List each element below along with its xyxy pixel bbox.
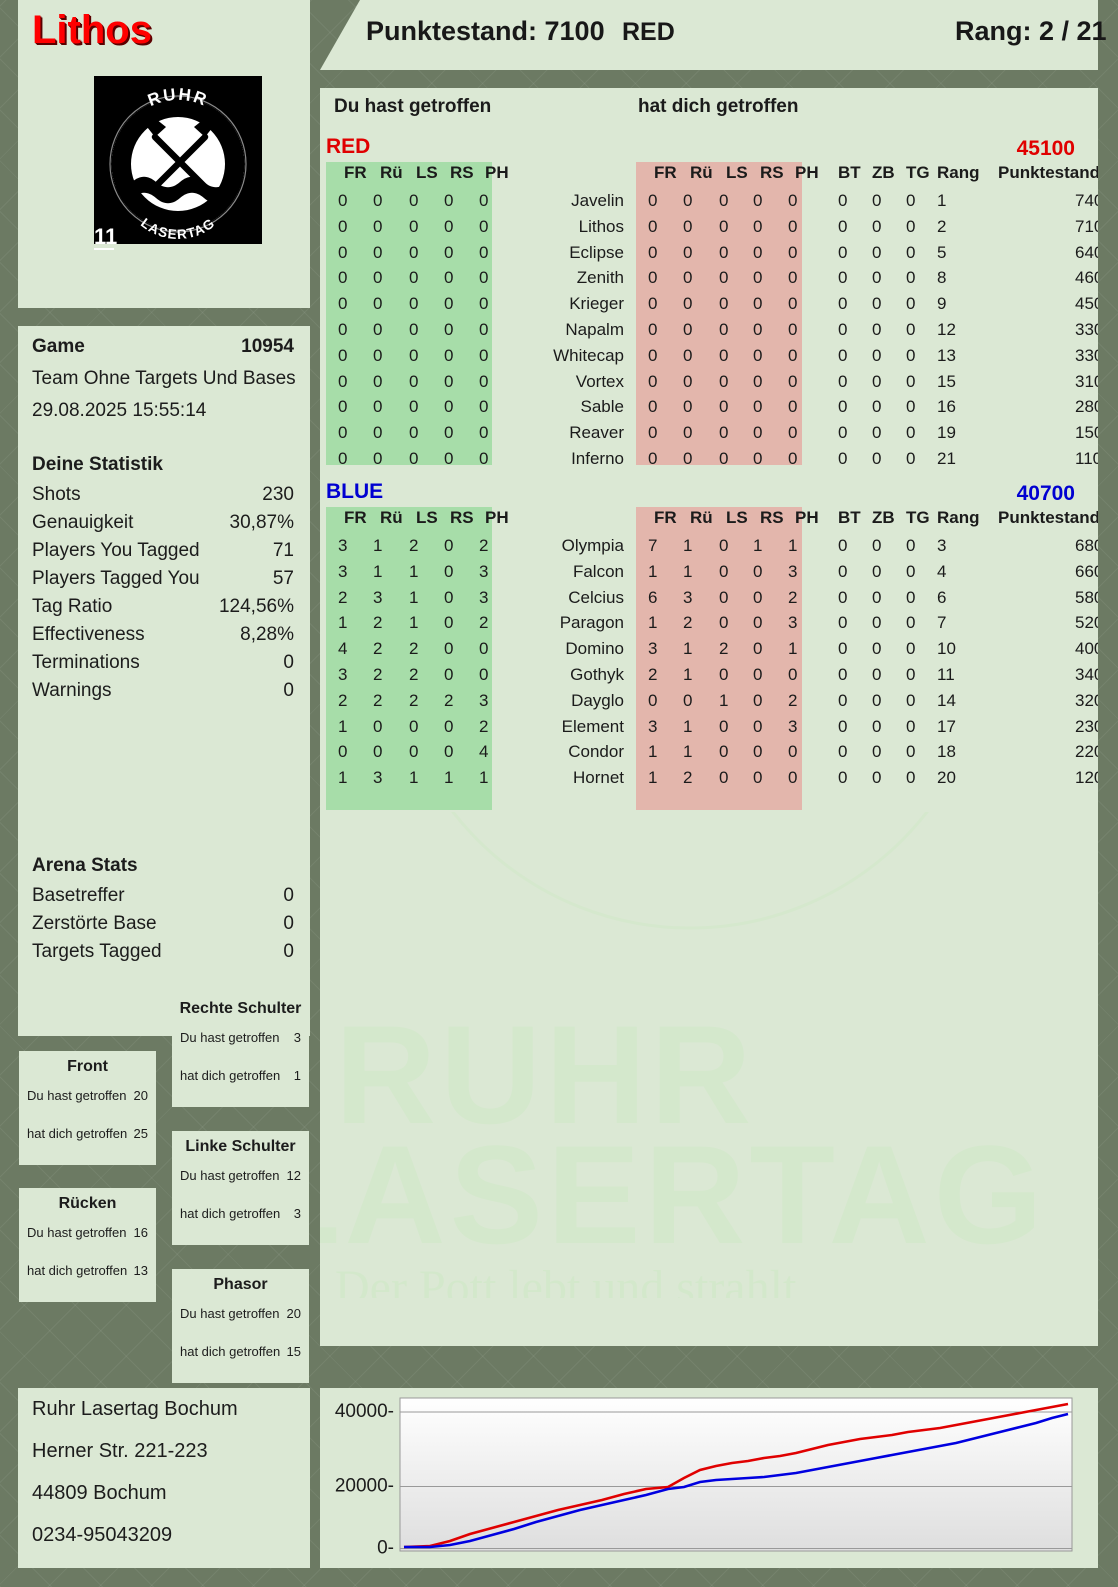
svg-text:40000-: 40000- [335,1401,394,1422]
svg-text:20000-: 20000- [335,1476,394,1497]
svg-text:LASERTAG: LASERTAG [320,1116,1047,1273]
svg-text:0-: 0- [377,1538,394,1559]
svg-text:Der Pott lebt und strahlt: Der Pott lebt und strahlt [335,1261,797,1298]
